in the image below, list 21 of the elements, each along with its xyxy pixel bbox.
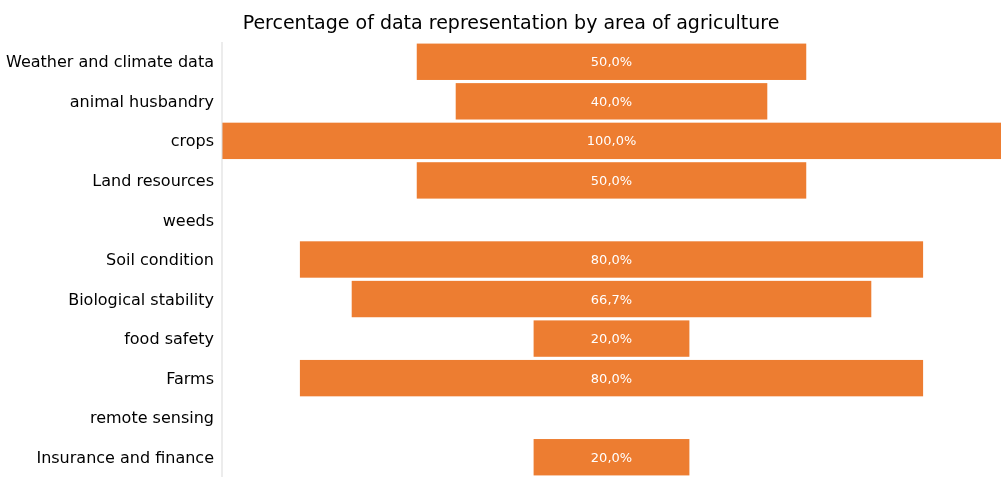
data-label: 100,0% bbox=[586, 133, 637, 149]
category-label: food safety bbox=[124, 329, 214, 349]
category-label: Soil condition bbox=[106, 250, 214, 270]
data-label: 80,0% bbox=[590, 370, 633, 386]
category-label: Farms bbox=[166, 368, 214, 388]
category-label: animal husbandry bbox=[69, 91, 214, 111]
category-label: Biological stability bbox=[68, 289, 214, 309]
data-label: 50,0% bbox=[590, 172, 633, 188]
category-label: Insurance and finance bbox=[36, 447, 214, 467]
text: Percentage of data representation by area of agriculture bbox=[242, 11, 780, 33]
data-label: 80,0% bbox=[590, 252, 633, 268]
data-label: 20,0% bbox=[590, 449, 633, 465]
category-label: weeds bbox=[162, 210, 214, 230]
category-label: crops bbox=[170, 131, 214, 151]
data-label: 66,7% bbox=[590, 291, 633, 307]
data-label: 40,0% bbox=[590, 93, 633, 109]
category-label: Land resources bbox=[92, 171, 214, 191]
category-label: Weather and climate data bbox=[6, 52, 214, 72]
category-label: remote sensing bbox=[89, 408, 214, 428]
data-label: 20,0% bbox=[590, 331, 633, 347]
data-label: 50,0% bbox=[590, 54, 633, 70]
